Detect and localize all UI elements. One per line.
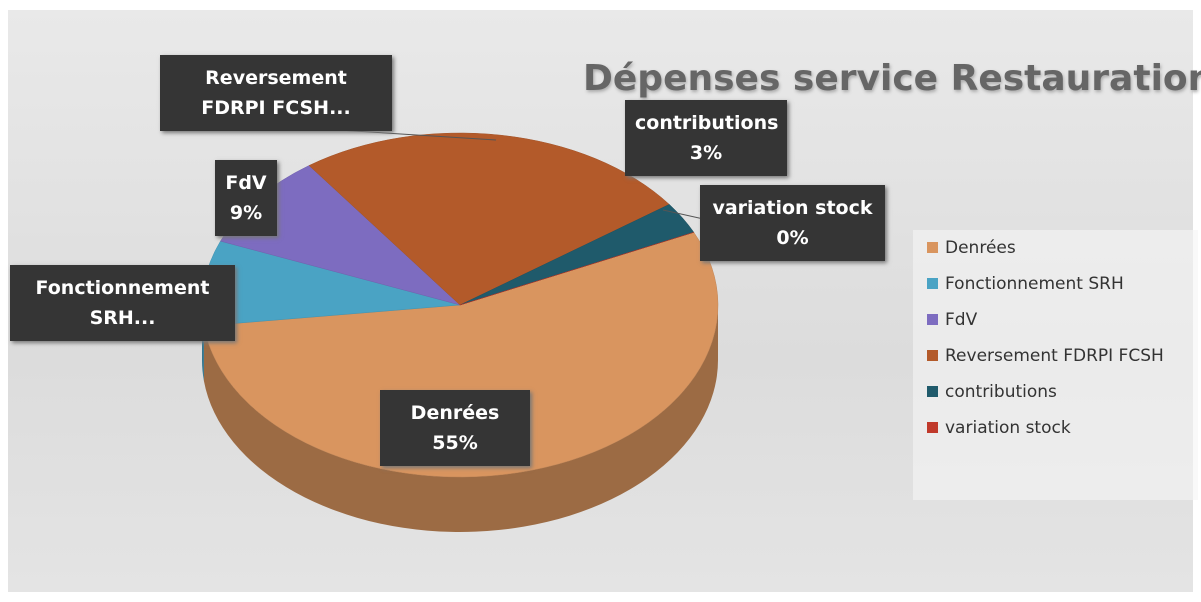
legend-label: FdV: [945, 310, 978, 330]
legend-label: Reversement FDRPI FCSH: [945, 346, 1164, 366]
legend-swatch: [927, 242, 938, 253]
pie-slice: [203, 232, 719, 478]
pie-slice: [308, 132, 670, 306]
legend-swatch: [927, 386, 938, 397]
legend-label: variation stock: [945, 418, 1071, 438]
data-label-value: 0%: [776, 227, 809, 249]
pie-area: [201, 129, 719, 532]
data-label-name: Fonctionnement SRH...: [35, 277, 210, 329]
leader-line: [337, 129, 497, 141]
data-label-name: contributions: [635, 112, 779, 134]
data-label: FdV 9%: [215, 160, 277, 236]
data-label: variation stock 0%: [700, 185, 885, 261]
data-label-value: 3%: [689, 142, 723, 164]
data-label-name: Reversement FDRPI FCSH...: [201, 67, 351, 119]
legend-item: Reversement FDRPI FCSH: [927, 346, 1164, 366]
data-label: contributions 3%: [625, 100, 787, 176]
legend-label: Denrées: [945, 238, 1016, 258]
legend-label: Fonctionnement SRH: [945, 274, 1124, 294]
legend: Denrées Fonctionnement SRH FdV Reversement …: [913, 230, 1198, 500]
data-label: Denrées 55%: [380, 390, 530, 466]
legend-item: FdV: [927, 310, 977, 330]
legend-swatch: [927, 314, 938, 325]
legend-label: contributions: [945, 382, 1057, 402]
legend-swatch: [927, 278, 938, 289]
legend-item: variation stock: [927, 418, 1071, 438]
chart: Dépenses service Restauration Denrées Fon…: [8, 10, 1201, 592]
data-label: Reversement FDRPI FCSH...: [160, 55, 392, 131]
data-label-name: FdV: [225, 172, 267, 194]
chart-title: Dépenses service Restauration: [583, 58, 1201, 99]
legend-swatch: [927, 422, 938, 433]
legend-item: Fonctionnement SRH: [927, 274, 1124, 294]
data-label-value: 9%: [229, 202, 263, 224]
data-label: Fonctionnement SRH...: [10, 265, 235, 341]
legend-item: contributions: [927, 382, 1057, 402]
data-label-name: variation stock: [712, 197, 873, 219]
pie-slice: [459, 232, 694, 306]
data-label-value: 55%: [432, 432, 478, 454]
legend-swatch: [927, 350, 938, 361]
data-label-name: Denrées: [410, 402, 500, 424]
legend-item: Denrées: [927, 238, 1016, 258]
pie-side: [203, 305, 718, 532]
